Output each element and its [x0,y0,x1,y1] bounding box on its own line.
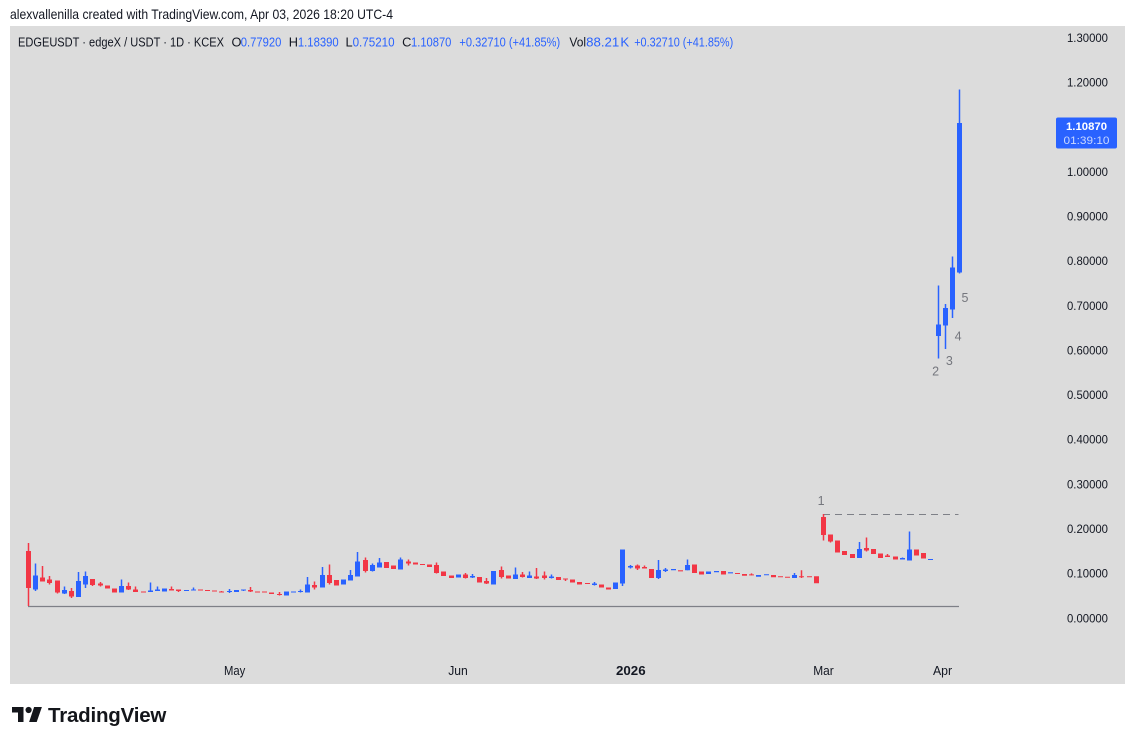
svg-text:0.10000: 0.10000 [1067,567,1108,581]
svg-text:O: O [232,35,242,50]
svg-text:C: C [402,35,411,50]
svg-text:0.60000: 0.60000 [1067,344,1108,358]
svg-text:0.77920: 0.77920 [241,35,282,50]
svg-text:EDGEUSDT · edgeX / USDT · 1D ·: EDGEUSDT · edgeX / USDT · 1D · KCEX [18,35,224,50]
svg-text:0.70000: 0.70000 [1067,299,1108,313]
svg-text:0.80000: 0.80000 [1067,254,1108,268]
svg-text:1.18390: 1.18390 [298,35,339,50]
svg-text:1.00000: 1.00000 [1067,165,1108,179]
svg-text:+0.32710 (+41.85%): +0.32710 (+41.85%) [459,35,560,50]
svg-text:4: 4 [955,330,962,344]
svg-text:0.90000: 0.90000 [1067,210,1108,224]
svg-text:Vol: Vol [569,35,586,50]
svg-text:5: 5 [962,291,969,305]
svg-text:0.40000: 0.40000 [1067,433,1108,447]
svg-text:Jun: Jun [448,664,468,678]
svg-text:alexvallenilla created with Tr: alexvallenilla created with TradingView.… [10,6,393,22]
svg-text:2: 2 [932,365,939,379]
svg-text:1.30000: 1.30000 [1067,31,1108,45]
svg-text:1.20000: 1.20000 [1067,76,1108,90]
svg-text:0.00000: 0.00000 [1067,611,1108,625]
svg-text:3: 3 [946,354,953,368]
svg-text:1: 1 [818,494,825,508]
svg-text:0.30000: 0.30000 [1067,477,1108,491]
svg-text:0.50000: 0.50000 [1067,388,1108,402]
svg-text:01:39:10: 01:39:10 [1064,135,1110,147]
svg-text:TradingView: TradingView [48,704,166,727]
svg-text:1.10870: 1.10870 [1066,121,1107,133]
svg-text:2026: 2026 [616,664,646,678]
svg-text:H: H [289,35,298,50]
svg-text:1.10870: 1.10870 [411,35,451,50]
svg-text:Apr: Apr [933,664,952,678]
svg-text:88.21 K: 88.21 K [586,35,630,50]
svg-text:Mar: Mar [813,664,834,678]
svg-text:0.20000: 0.20000 [1067,522,1108,536]
svg-text:+0.32710 (+41.85%): +0.32710 (+41.85%) [634,35,733,50]
svg-text:L: L [346,35,353,50]
svg-text:May: May [224,664,246,678]
svg-text:0.75210: 0.75210 [353,35,395,50]
